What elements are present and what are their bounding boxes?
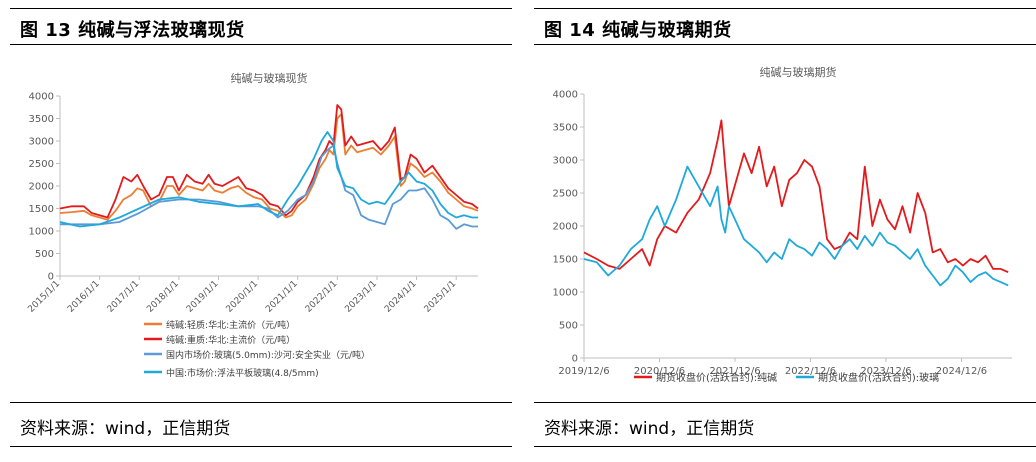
x-tick-label: 2023/12/6 — [860, 366, 911, 377]
chart-title: 纯碱与玻璃现货 — [231, 71, 308, 85]
y-tick-label: 2000 — [29, 182, 54, 193]
y-tick-label: 3500 — [553, 123, 578, 134]
y-tick-label: 3000 — [553, 156, 578, 167]
x-tick-label: 2015/1/1 — [26, 279, 62, 315]
x-tick-label: 2024/1/1 — [383, 279, 419, 315]
chart-title: 纯碱与玻璃期货 — [760, 65, 837, 79]
y-tick-label: 4000 — [553, 90, 578, 101]
x-tick-label: 2021/1/1 — [264, 279, 300, 315]
y-tick-label: 500 — [559, 321, 578, 332]
series-line-2 — [59, 104, 479, 219]
y-tick-label: 2000 — [553, 222, 578, 233]
x-tick-label: 2022/12/6 — [785, 366, 836, 377]
x-tick-label: 2019/12/6 — [558, 366, 609, 377]
x-tick-label: 2017/1/1 — [106, 279, 142, 315]
y-tick-label: 3000 — [29, 137, 54, 148]
y-tick-label: 0 — [572, 354, 578, 365]
y-tick-label: 2500 — [553, 189, 578, 200]
figure-source: 资料来源：wind，正信期货 — [544, 419, 755, 439]
y-tick-label: 1000 — [29, 227, 54, 238]
y-tick-label: 4000 — [29, 92, 54, 103]
chart-futures: 纯碱与玻璃期货 0 500 1000 1500 2000 2500 3000 3500 4000 2… — [553, 65, 1012, 384]
x-tick-label: 2018/1/1 — [145, 279, 181, 315]
title-rule — [534, 44, 1036, 45]
top-rule — [534, 8, 1036, 9]
x-tick-label: 2023/1/1 — [343, 279, 379, 315]
top-rule — [10, 8, 512, 9]
chart-spot: 纯碱与玻璃现货 0 500 1000 1500 2000 2500 3000 3500 4000 2… — [26, 71, 479, 379]
series-line-4 — [59, 131, 478, 228]
x-tick-label: 2016/1/1 — [66, 279, 102, 315]
figure-13: 图 13 纯碱与浮法玻璃现货 纯碱与玻璃现货 0 500 1000 1500 2000 25… — [0, 0, 512, 462]
bottom-rule — [10, 446, 512, 447]
legend-label: 中国:市场价:浮法平板玻璃(4.8/5mm) — [166, 367, 319, 379]
bottom-rule — [534, 446, 1036, 447]
chart-container: 纯碱与玻璃现货 0 500 1000 1500 2000 2500 3000 3500 4000 2… — [10, 46, 512, 402]
figure-14: 图 14 纯碱与玻璃期货 纯碱与玻璃期货 0 500 1000 1500 2000 2500… — [524, 0, 1036, 462]
y-tick-label: 2500 — [29, 159, 54, 170]
y-tick-label: 1500 — [29, 204, 54, 215]
legend-label: 纯碱:轻质:华北:主流价（元/吨） — [166, 319, 295, 331]
legend-label: 国内市场价:玻璃(5.0mm):沙河:安全实业（元/吨） — [166, 349, 370, 361]
figure-source: 资料来源：wind，正信期货 — [20, 419, 231, 439]
title-rule — [10, 44, 512, 45]
x-tick-label: 2022/1/1 — [304, 279, 340, 315]
x-tick-label: 2025/1/1 — [423, 279, 459, 315]
figure-title: 图 14 纯碱与玻璃期货 — [544, 20, 732, 41]
legend-label: 期货收盘价(活跃合约):纯碱 — [656, 371, 777, 384]
y-tick-label: 500 — [35, 249, 54, 260]
chart-container: 纯碱与玻璃期货 0 500 1000 1500 2000 2500 3000 3500 4000 2… — [534, 46, 1036, 402]
legend-label: 期货收盘价(活跃合约):玻璃 — [818, 371, 939, 384]
source-rule — [10, 402, 512, 403]
x-tick-label: 2019/1/1 — [185, 279, 221, 315]
y-tick-label: 0 — [48, 272, 54, 283]
y-tick-label: 1000 — [553, 288, 578, 299]
x-tick-label: 2024/12/6 — [936, 366, 987, 377]
series-line-2 — [583, 165, 1009, 287]
x-tick-label: 2020/12/6 — [634, 366, 685, 377]
y-tick-label: 1500 — [553, 255, 578, 266]
series-line-1 — [59, 113, 479, 221]
series-line-1 — [583, 119, 1009, 274]
y-tick-label: 3500 — [29, 114, 54, 125]
x-tick-label: 2021/12/6 — [709, 366, 760, 377]
x-tick-label: 2020/1/1 — [225, 279, 261, 315]
source-rule — [534, 402, 1036, 403]
figure-title: 图 13 纯碱与浮法玻璃现货 — [20, 20, 245, 41]
legend-label: 纯碱:重质:华北:主流价（元/吨） — [166, 334, 295, 346]
